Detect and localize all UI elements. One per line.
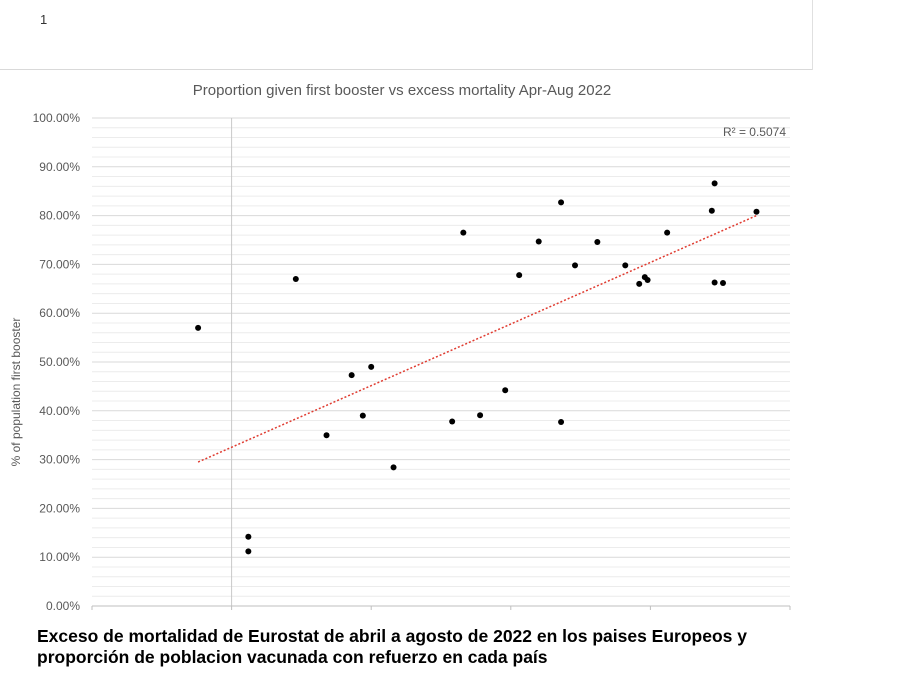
data-point [711, 279, 718, 286]
sheet-divider-vertical [812, 0, 813, 70]
minor-gridlines [92, 127, 790, 597]
caption-line-1: Exceso de mortalidad de Eurostat de abri… [37, 626, 747, 646]
y-tick-label: 30.00% [39, 453, 80, 467]
data-point [195, 324, 202, 331]
y-axis-title: % of population first booster [9, 318, 23, 467]
trendline [197, 214, 757, 463]
data-point [622, 262, 629, 269]
data-point [572, 262, 579, 269]
y-tick-label: 0.00% [46, 599, 80, 613]
data-point [245, 548, 252, 555]
figure-caption: Exceso de mortalidad de Eurostat de abri… [37, 626, 867, 668]
data-point [535, 238, 542, 245]
y-tick-label: 60.00% [39, 306, 80, 320]
y-tick-label: 10.00% [39, 550, 80, 564]
data-point [594, 238, 601, 245]
data-point [368, 363, 375, 370]
spreadsheet-fragment: 1 [0, 0, 900, 70]
data-point [477, 412, 484, 419]
data-point [664, 229, 671, 236]
sheet-divider [0, 69, 812, 70]
y-tick-label: 20.00% [39, 501, 80, 515]
data-point [390, 464, 397, 471]
data-point [348, 372, 355, 379]
caption-line-2: proporción de poblacion vacunada con ref… [37, 647, 548, 667]
data-point [516, 272, 523, 279]
y-tick-label: 100.00% [33, 111, 81, 125]
chart-title: Proportion given first booster vs excess… [192, 82, 612, 99]
y-axis-tick-labels: 0.00% 10.00% 20.00% 30.00% 40.00% 50.00% 60.00… [33, 111, 81, 613]
data-point [558, 199, 565, 206]
data-point [644, 277, 651, 284]
data-point [719, 279, 726, 286]
data-point [245, 533, 252, 540]
y-tick-label: 40.00% [39, 404, 80, 418]
data-point [711, 180, 718, 187]
y-tick-label: 90.00% [39, 160, 80, 174]
data-point [460, 229, 467, 236]
data-points [195, 180, 760, 555]
data-point [502, 387, 509, 394]
data-point [323, 432, 330, 439]
r-squared-label: R² = 0.5074 [723, 125, 786, 139]
data-point [292, 276, 299, 283]
data-point [636, 280, 643, 287]
y-tick-label: 50.00% [39, 355, 80, 369]
data-point [708, 207, 715, 214]
row-number: 1 [40, 12, 48, 27]
data-point [753, 208, 760, 215]
data-point [359, 412, 366, 419]
x-axis-ticks [91, 606, 791, 610]
data-point [449, 418, 456, 425]
y-tick-label: 80.00% [39, 209, 80, 223]
data-point [558, 419, 565, 426]
major-gridlines [92, 117, 790, 607]
y-tick-label: 70.00% [39, 257, 80, 271]
